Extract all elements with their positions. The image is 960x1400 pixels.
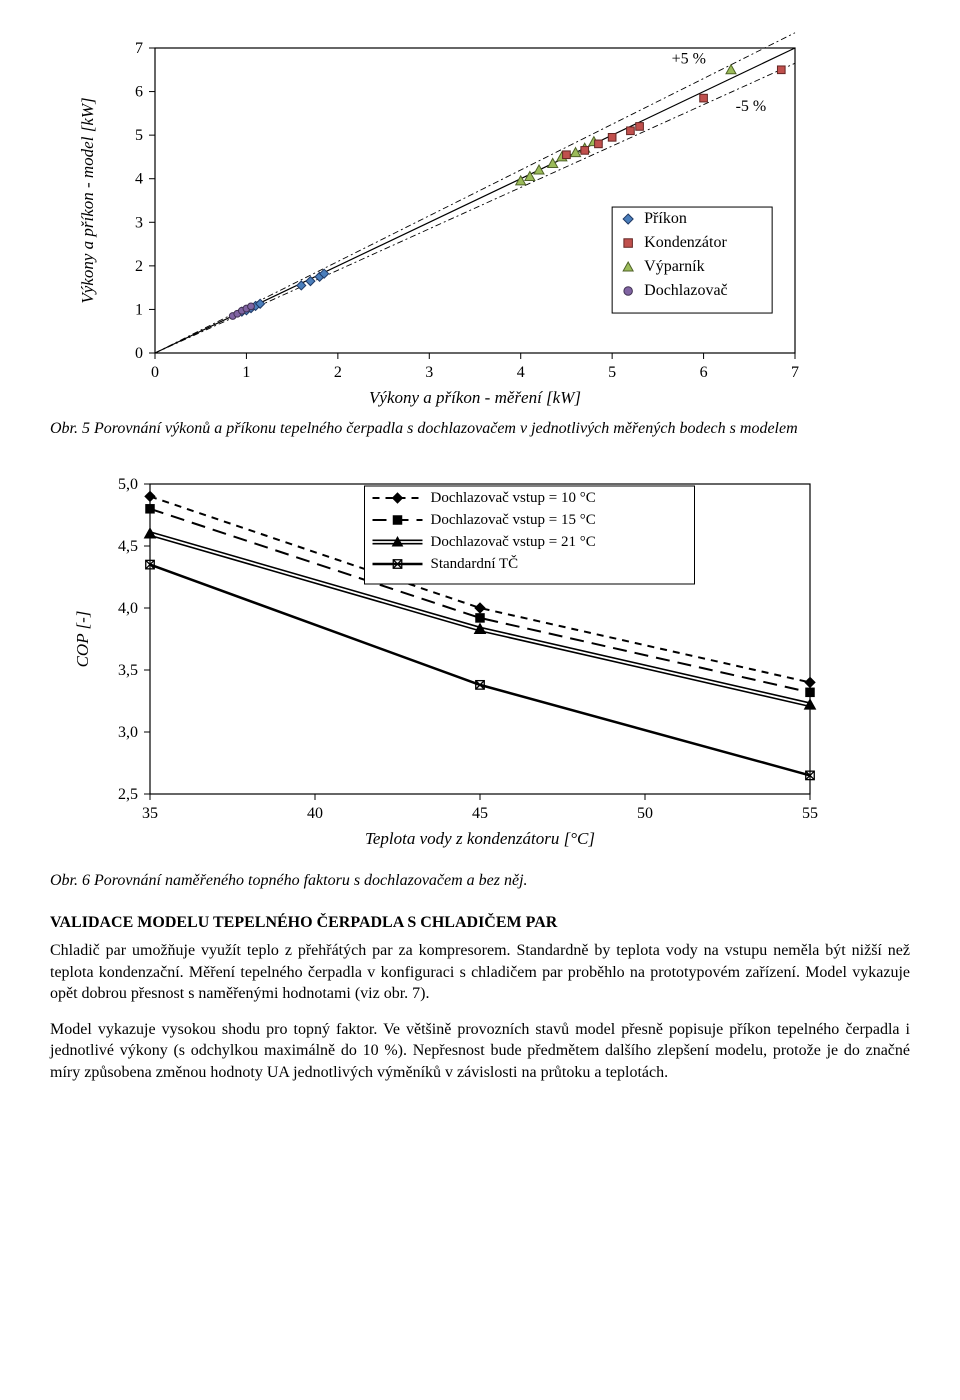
svg-text:1: 1	[135, 301, 143, 318]
paragraph-2: Model vykazuje vysokou shodu pro topný f…	[50, 1019, 910, 1084]
svg-text:3,5: 3,5	[118, 662, 138, 679]
section-heading: VALIDACE MODELU TEPELNÉHO ČERPADLA S CHL…	[50, 914, 910, 932]
svg-text:40: 40	[307, 805, 323, 822]
svg-text:6: 6	[135, 84, 143, 101]
svg-text:Kondenzátor: Kondenzátor	[644, 234, 727, 251]
svg-text:4: 4	[135, 171, 143, 188]
svg-text:4,5: 4,5	[118, 538, 138, 555]
svg-text:+5 %: +5 %	[672, 50, 706, 67]
svg-text:4,0: 4,0	[118, 600, 138, 617]
svg-text:7: 7	[135, 40, 143, 57]
svg-text:Dochlazovač: Dochlazovač	[644, 282, 728, 299]
svg-text:Výkony a příkon - model [kW]: Výkony a příkon - model [kW]	[78, 97, 97, 303]
svg-text:2,5: 2,5	[118, 786, 138, 803]
svg-text:Dochlazovač vstup = 15 °C: Dochlazovač vstup = 15 °C	[431, 512, 596, 528]
svg-text:Standardní TČ: Standardní TČ	[431, 555, 519, 572]
svg-text:2: 2	[334, 364, 342, 381]
svg-text:55: 55	[802, 805, 818, 822]
svg-text:5: 5	[608, 364, 616, 381]
caption-prefix: Obr. 6	[50, 872, 90, 889]
svg-text:5,0: 5,0	[118, 476, 138, 493]
caption-prefix: Obr. 5	[50, 420, 90, 437]
figure-6-caption: Obr. 6 Porovnání naměřeného topného fakt…	[50, 872, 910, 890]
svg-text:3: 3	[135, 214, 143, 231]
svg-text:4: 4	[517, 364, 525, 381]
svg-text:35: 35	[142, 805, 158, 822]
svg-text:6: 6	[700, 364, 708, 381]
svg-text:45: 45	[472, 805, 488, 822]
svg-text:Výkony a příkon - měření [kW]: Výkony a příkon - měření [kW]	[369, 388, 581, 407]
svg-text:2: 2	[135, 258, 143, 275]
svg-text:-5 %: -5 %	[736, 98, 767, 115]
svg-text:0: 0	[135, 345, 143, 362]
svg-text:Teplota vody z kondenzátoru [°: Teplota vody z kondenzátoru [°C]	[365, 829, 595, 848]
svg-text:50: 50	[637, 805, 653, 822]
svg-text:Dochlazovač vstup = 21 °C: Dochlazovač vstup = 21 °C	[431, 534, 596, 550]
svg-text:Příkon: Příkon	[644, 210, 687, 227]
chart-scatter-validation: 0 1 2 3 4 5 6 7 0 1 2 3 4 5 6 7 Výkony a příkon - měření…	[50, 30, 910, 410]
chart-cop-lines: 35 40 45 50 55 2,5 3,0 3,5 4,0 4,5 5,0 Teplota vody…	[50, 462, 910, 862]
caption-text: Porovnání výkonů a příkonu tepelného čer…	[90, 420, 798, 437]
svg-text:COP [-]: COP [-]	[73, 611, 92, 668]
caption-text: Porovnání naměřeného topného faktoru s d…	[90, 872, 528, 889]
svg-text:3,0: 3,0	[118, 724, 138, 741]
svg-text:3: 3	[425, 364, 433, 381]
svg-text:Výparník: Výparník	[644, 258, 704, 275]
svg-text:0: 0	[151, 364, 159, 381]
paragraph-1: Chladič par umožňuje využít teplo z přeh…	[50, 940, 910, 1005]
svg-text:1: 1	[242, 364, 250, 381]
svg-text:5: 5	[135, 127, 143, 144]
figure-5-caption: Obr. 5 Porovnání výkonů a příkonu tepeln…	[50, 420, 910, 438]
svg-text:Dochlazovač vstup = 10 °C: Dochlazovač vstup = 10 °C	[431, 490, 596, 506]
svg-text:7: 7	[791, 364, 799, 381]
